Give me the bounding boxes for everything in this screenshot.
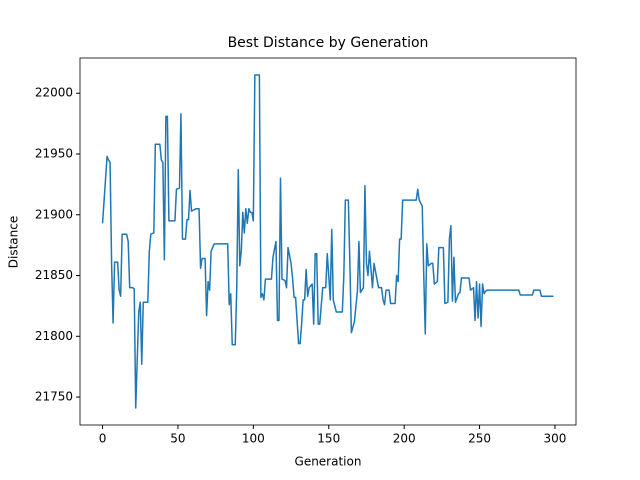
x-tick-label: 0 (99, 432, 107, 446)
chart-title: Best Distance by Generation (228, 35, 429, 51)
x-tick-label: 100 (242, 432, 265, 446)
x-tick-label: 200 (393, 432, 416, 446)
y-tick-label: 21750 (35, 390, 73, 404)
y-tick-label: 21850 (35, 268, 73, 282)
data-line (101, 74, 554, 409)
x-tick-label: 300 (544, 432, 567, 446)
x-tick-label: 50 (170, 432, 185, 446)
y-tick-label: 21950 (35, 147, 73, 161)
y-tick-label: 21800 (35, 329, 73, 343)
y-axis-label: Distance (7, 216, 21, 268)
plot-frame (79, 57, 577, 426)
x-axis-label: Generation (295, 455, 362, 469)
y-tick-label: 22000 (35, 86, 73, 100)
y-tick-label: 21900 (35, 207, 73, 221)
x-tick-label: 250 (468, 432, 491, 446)
x-tick-label: 150 (317, 432, 340, 446)
